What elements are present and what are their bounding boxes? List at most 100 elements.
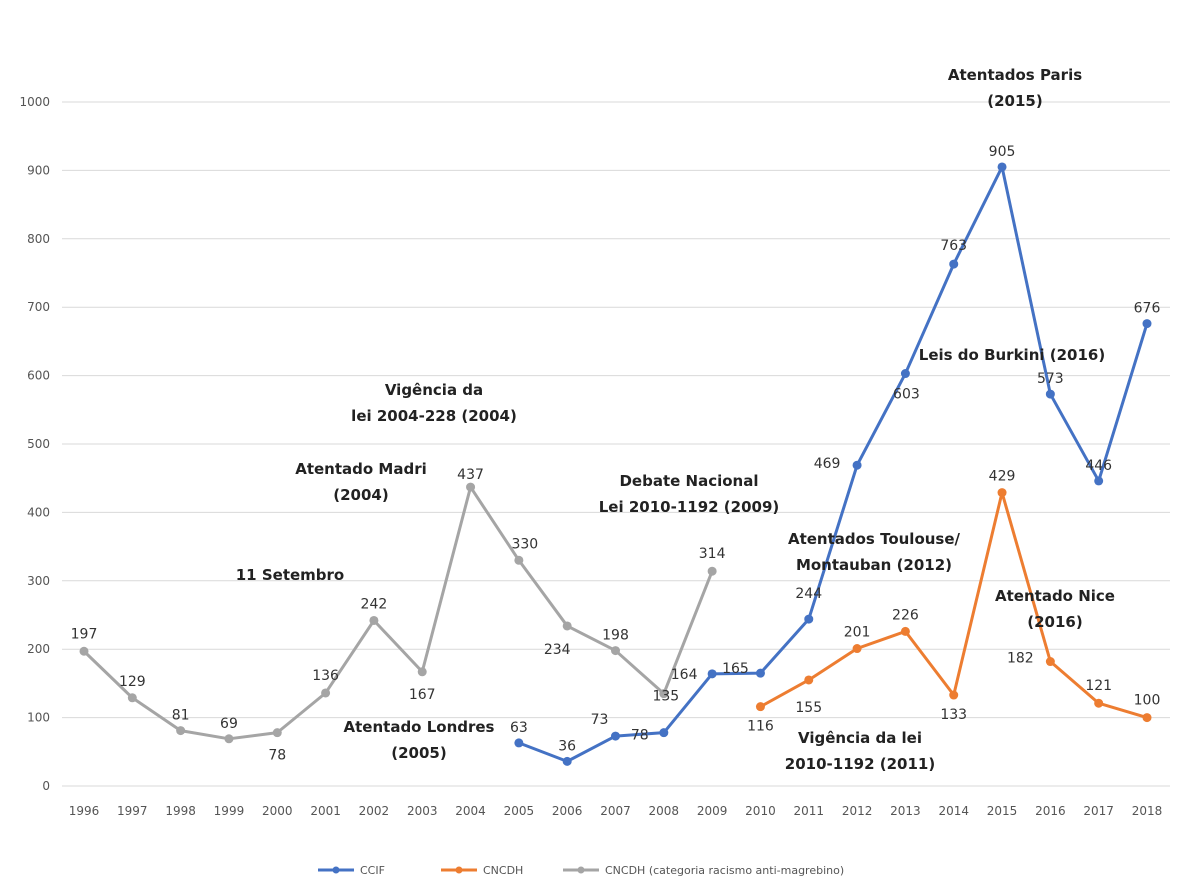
data-label: 73 bbox=[591, 712, 609, 728]
annotation-text: Atentado Londres bbox=[344, 718, 495, 736]
annotations: Atentados Paris (2015) Leis do Burkini (20… bbox=[236, 66, 1115, 773]
legend-label: CNCDH (categoria racismo anti-magrebino) bbox=[605, 864, 844, 877]
data-point bbox=[1094, 698, 1104, 708]
x-tick-label: 2018 bbox=[1132, 804, 1163, 818]
data-label: 244 bbox=[795, 586, 822, 602]
annotation-text: Atentados Toulouse/ bbox=[788, 530, 961, 548]
x-tick-label: 2009 bbox=[697, 804, 728, 818]
series-line-0 bbox=[518, 165, 1149, 763]
x-tick-label: 2003 bbox=[407, 804, 438, 818]
y-tick-label: 700 bbox=[27, 300, 50, 314]
data-label: 314 bbox=[699, 546, 726, 562]
data-label: 242 bbox=[361, 596, 388, 612]
data-point bbox=[755, 668, 765, 678]
x-tick-label: 2002 bbox=[359, 804, 390, 818]
y-axis-ticks: 0 100 200 300 400 500 600 700 800 900 1000 bbox=[19, 95, 50, 793]
annotation-text: Vigência da lei bbox=[798, 729, 922, 747]
data-point bbox=[852, 644, 862, 654]
data-label: 182 bbox=[1007, 651, 1034, 667]
annotation-text: lei 2004-228 (2004) bbox=[351, 407, 517, 425]
data-label: 198 bbox=[602, 628, 629, 644]
series-line-2 bbox=[82, 485, 714, 741]
x-tick-label: 2015 bbox=[987, 804, 1018, 818]
x-tick-label: 2010 bbox=[745, 804, 776, 818]
data-label: 226 bbox=[892, 607, 919, 623]
data-label: 116 bbox=[747, 719, 774, 735]
data-point bbox=[224, 734, 234, 744]
data-point bbox=[1142, 713, 1152, 723]
annotation-text: Leis do Burkini (2016) bbox=[919, 346, 1105, 364]
data-label: 429 bbox=[989, 469, 1016, 485]
annotation-text: Atentado Nice bbox=[995, 587, 1115, 605]
data-label: 121 bbox=[1085, 678, 1112, 694]
gridlines bbox=[62, 101, 1170, 787]
y-tick-label: 0 bbox=[42, 779, 50, 793]
x-axis-ticks: 1996 1997 1998 1999 2000 2001 2002 2003 2004 2005… bbox=[69, 804, 1163, 818]
data-label: 129 bbox=[119, 674, 146, 690]
data-point bbox=[562, 756, 572, 766]
annotation-text: Vigência da bbox=[385, 381, 483, 399]
annotation-text: Debate Nacional bbox=[619, 472, 758, 490]
annotation-text: Atentados Paris bbox=[948, 66, 1082, 84]
data-point bbox=[900, 369, 910, 379]
y-tick-label: 100 bbox=[27, 711, 50, 725]
x-tick-label: 2007 bbox=[600, 804, 631, 818]
data-label: 167 bbox=[409, 687, 436, 703]
data-label: 81 bbox=[172, 708, 190, 724]
data-point bbox=[1142, 319, 1152, 329]
annotation-text: (2005) bbox=[391, 744, 446, 762]
x-tick-label: 2012 bbox=[842, 804, 873, 818]
series-lines bbox=[79, 162, 1152, 766]
data-point bbox=[127, 693, 137, 703]
data-point bbox=[611, 731, 620, 741]
x-tick-label: 1999 bbox=[214, 804, 245, 818]
data-label: 164 bbox=[671, 667, 698, 683]
y-tick-label: 300 bbox=[27, 574, 50, 588]
x-tick-label: 1996 bbox=[69, 804, 100, 818]
legend-marker bbox=[332, 866, 340, 874]
data-label: 135 bbox=[652, 689, 679, 705]
data-point bbox=[1094, 476, 1104, 486]
data-label: 100 bbox=[1134, 693, 1161, 709]
data-label: 234 bbox=[544, 642, 571, 658]
x-tick-label: 2001 bbox=[310, 804, 341, 818]
y-tick-label: 600 bbox=[27, 369, 50, 383]
data-point bbox=[852, 460, 862, 470]
annotation-text: 11 Setembro bbox=[236, 566, 345, 584]
legend-marker bbox=[455, 866, 463, 874]
x-tick-label: 1997 bbox=[117, 804, 148, 818]
data-label: 763 bbox=[940, 238, 967, 254]
y-tick-label: 800 bbox=[27, 232, 50, 246]
data-label: 603 bbox=[893, 387, 920, 403]
data-label: 201 bbox=[844, 625, 871, 641]
data-point bbox=[659, 689, 669, 699]
data-point bbox=[176, 726, 186, 736]
data-point bbox=[997, 488, 1007, 498]
data-label: 330 bbox=[511, 536, 538, 552]
data-point bbox=[611, 646, 620, 656]
data-label: 469 bbox=[814, 456, 841, 472]
x-tick-label: 2005 bbox=[504, 804, 535, 818]
x-tick-label: 2013 bbox=[890, 804, 921, 818]
data-point bbox=[514, 555, 524, 565]
annotation-text: (2015) bbox=[987, 92, 1042, 110]
x-tick-label: 2006 bbox=[552, 804, 583, 818]
data-label: 36 bbox=[558, 738, 576, 754]
data-point bbox=[272, 728, 282, 738]
legend: CCIF CNCDH CNCDH (categoria racismo anti-m… bbox=[318, 864, 844, 877]
data-point bbox=[369, 615, 379, 625]
data-point bbox=[659, 728, 669, 738]
y-tick-label: 400 bbox=[27, 505, 50, 519]
y-tick-label: 200 bbox=[27, 642, 50, 656]
data-label: 78 bbox=[631, 728, 649, 744]
data-label: 905 bbox=[989, 144, 1016, 160]
data-labels: 63 36 73 78 164 165 244 469 603 763 905 573 446 676 11… bbox=[71, 144, 1161, 764]
data-label: 676 bbox=[1134, 301, 1161, 317]
data-label: 446 bbox=[1085, 458, 1112, 474]
data-label: 437 bbox=[457, 467, 484, 483]
x-tick-label: 1998 bbox=[165, 804, 196, 818]
data-label: 136 bbox=[312, 668, 339, 684]
data-label: 133 bbox=[940, 707, 967, 723]
annotation-text: 2010-1192 (2011) bbox=[785, 755, 935, 773]
